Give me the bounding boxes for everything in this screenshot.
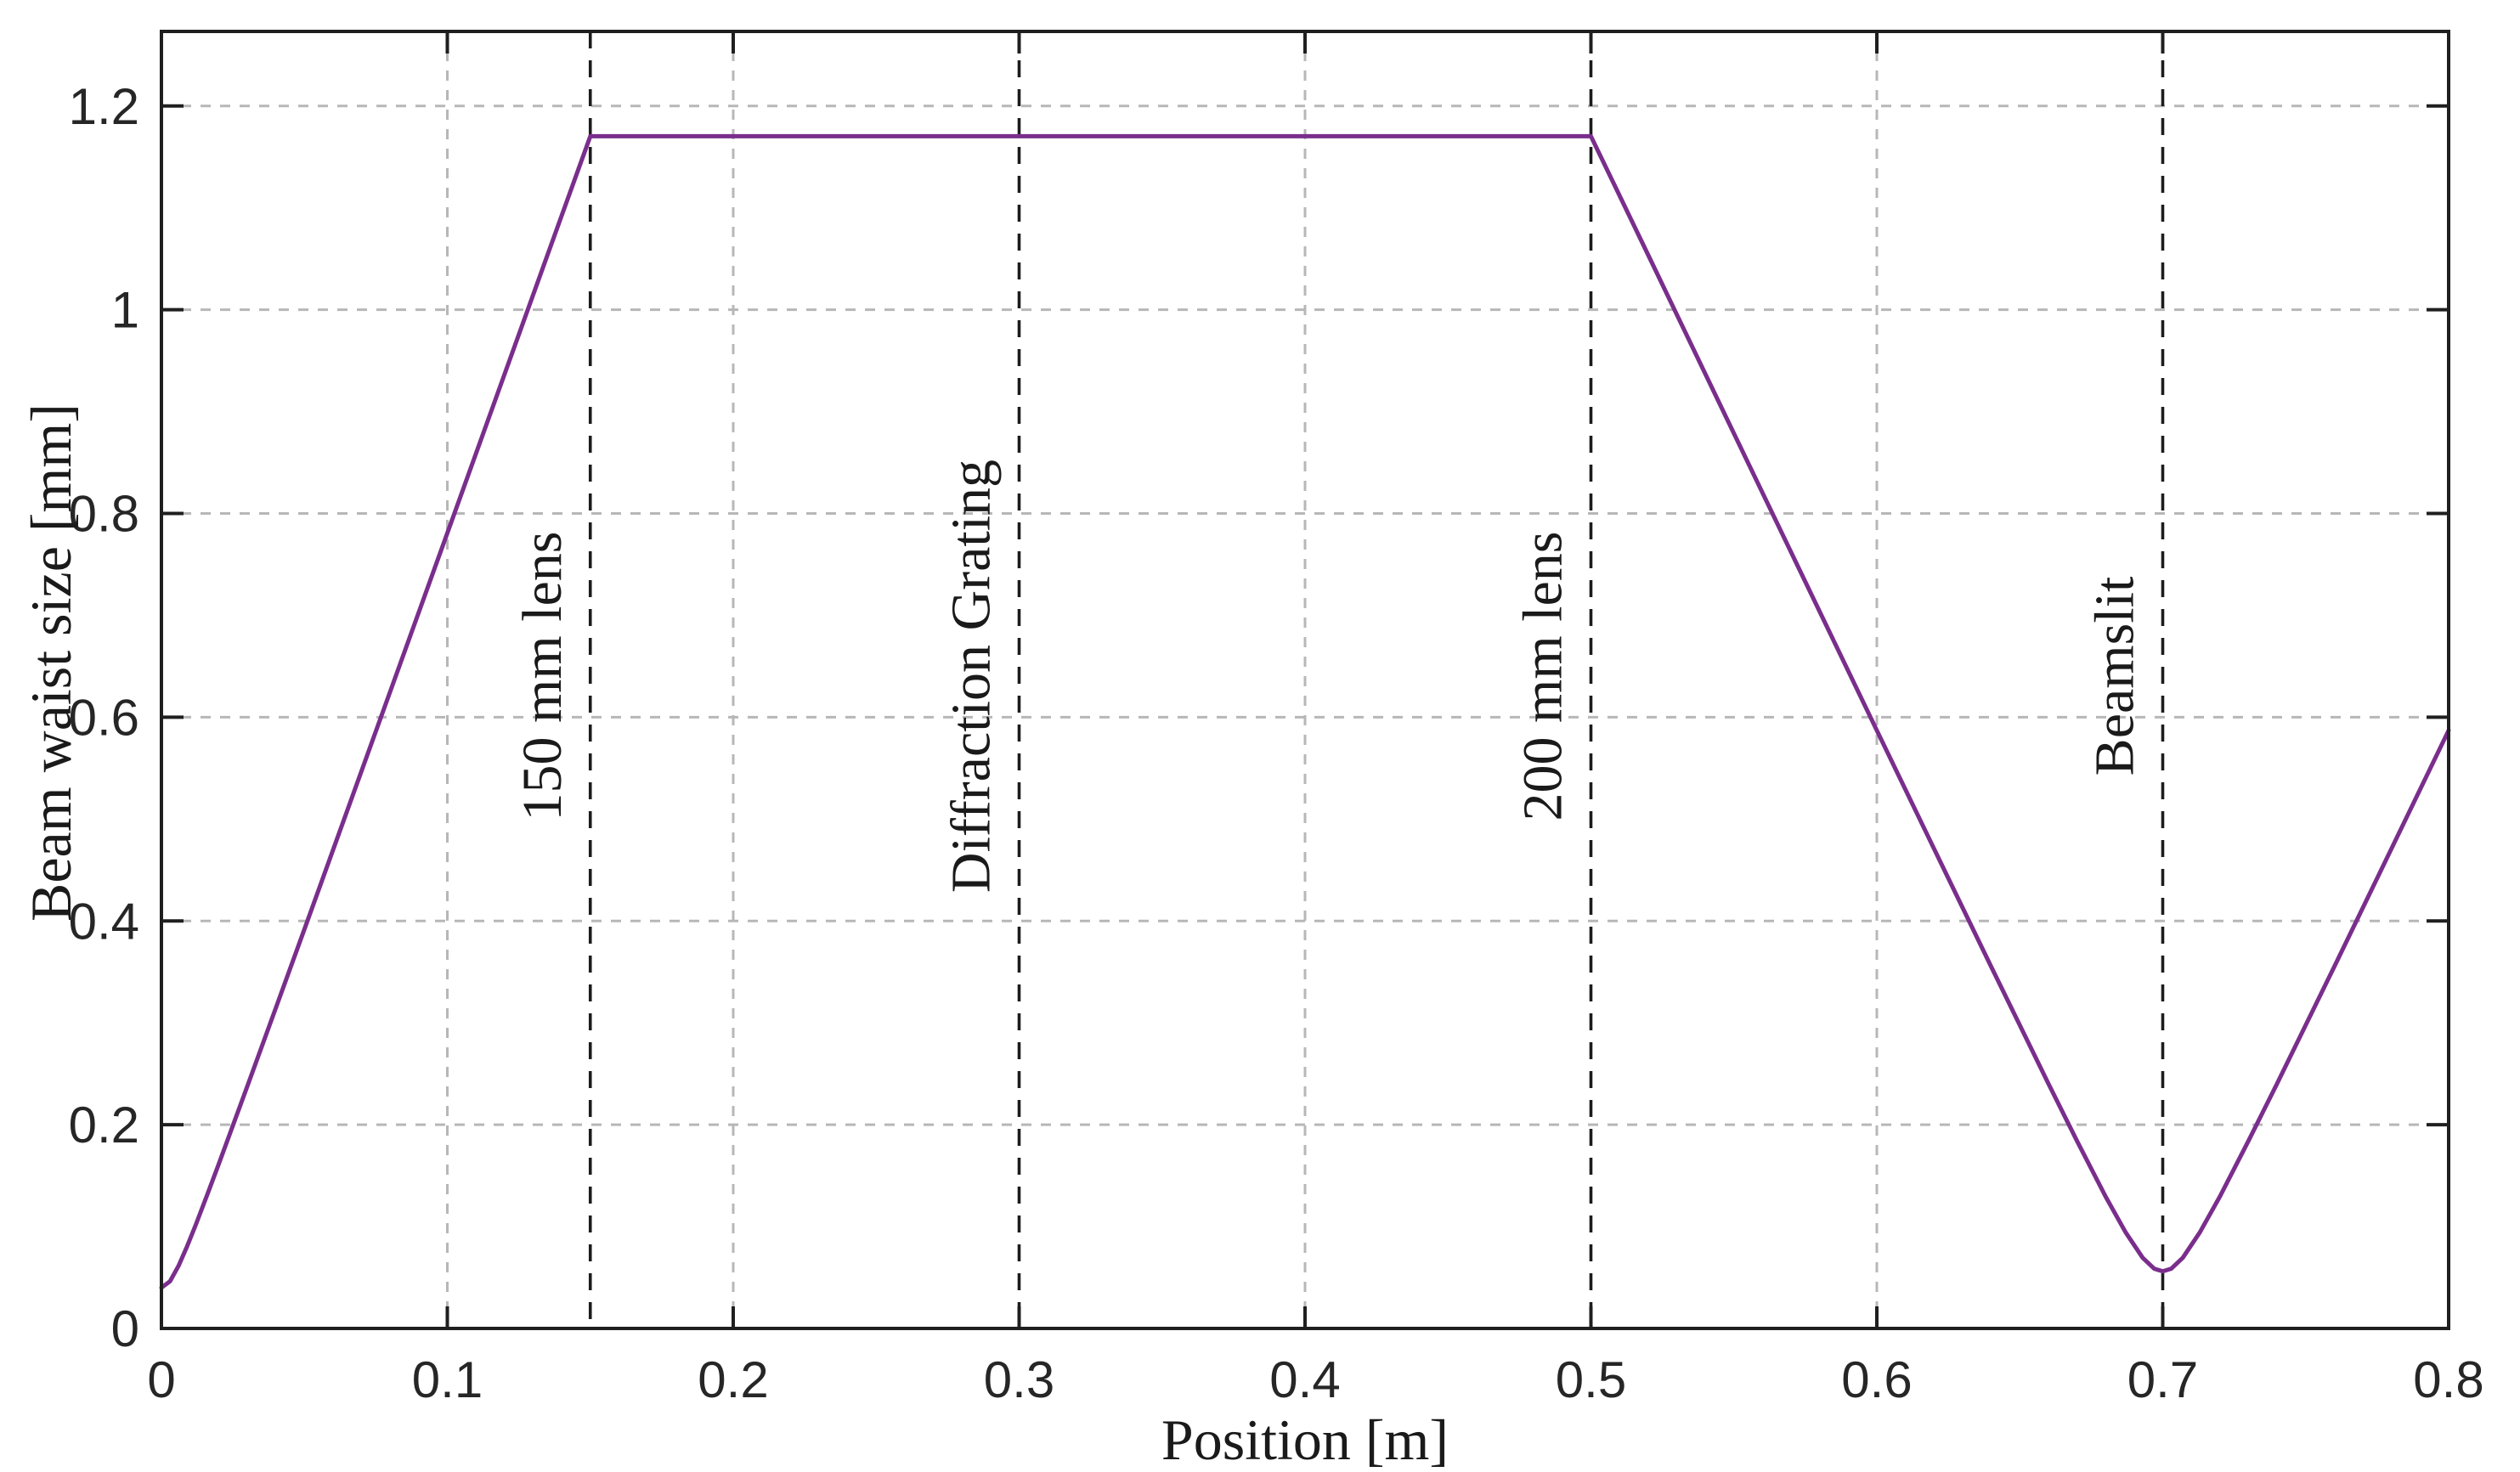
plot-border [160,30,2450,1330]
x-tick-label: 0.3 [984,1351,1054,1408]
x-tick-label: 0.1 [412,1351,483,1408]
x-tick-label: 0.4 [1269,1351,1340,1408]
y-tick-label: 0.8 [69,486,139,543]
x-tick-label: 0.7 [2127,1351,2198,1408]
annotation-label-beamslit: Beamslit [2084,577,2146,776]
x-tick-label: 0.6 [1841,1351,1912,1408]
x-tick-label: 0.8 [2413,1351,2483,1408]
curve-beam-waist-size [159,133,2451,1290]
y-tick-label: 1.2 [69,78,139,135]
annotation-label-diffraction-grating: Diffraction Grating [941,460,1003,893]
y-tick-label: 0.4 [69,893,139,950]
y-axis-label: Beam waist size [mm] [19,403,83,922]
y-tick-label: 0.6 [69,689,139,746]
y-tick-label: 0 [111,1300,139,1357]
x-tick-label: 0 [147,1351,175,1408]
annotation-label-200-mm-lens: 200 mm lens [1512,532,1574,821]
y-tick-label: 0.2 [69,1097,139,1153]
annotation-label-150-mm-lens: 150 mm lens [511,532,573,821]
x-tick-label: 0.5 [1556,1351,1626,1408]
x-tick-label: 0.2 [698,1351,768,1408]
x-axis-label: Position [m] [1161,1407,1449,1472]
y-tick-label: 1 [111,282,139,339]
